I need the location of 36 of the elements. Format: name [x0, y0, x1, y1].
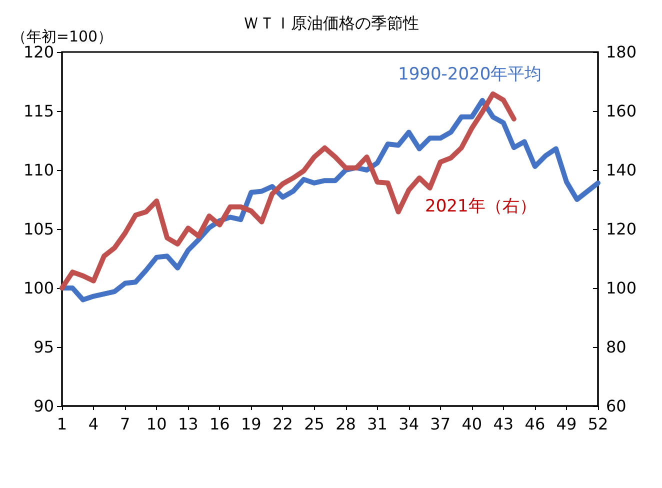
x-tick-label: 4: [88, 414, 99, 434]
chart-title: ＷＴＩ原油価格の季節性: [243, 14, 419, 32]
series-label: 1990-2020年平均: [398, 64, 542, 84]
x-tick-label: 1: [56, 414, 68, 434]
x-tick-label: 37: [430, 414, 451, 434]
x-tick-label: 16: [209, 414, 230, 434]
x-tick-label: 19: [240, 414, 262, 434]
series-label: 2021年（右）: [425, 196, 536, 216]
x-tick-label: 43: [493, 414, 514, 434]
y2-tick-label: 160: [606, 102, 637, 120]
y2-tick-label: 80: [606, 338, 626, 356]
x-tick-label: 52: [588, 414, 608, 434]
x-tick-label: 22: [272, 414, 293, 434]
y2-tick-label: 120: [606, 220, 637, 238]
y-tick-label: 95: [34, 338, 54, 356]
x-tick-label: 25: [304, 414, 324, 434]
y2-tick-label: 140: [606, 160, 637, 180]
x-tick-label: 7: [120, 414, 130, 434]
y-tick-label: 110: [23, 160, 54, 180]
y2-tick-label: 100: [606, 278, 637, 298]
x-tick-label: 28: [336, 414, 356, 434]
y2-tick-label: 60: [606, 396, 626, 416]
y-tick-label: 115: [23, 102, 54, 120]
x-tick-label: 49: [556, 414, 577, 434]
y-tick-label: 120: [23, 42, 54, 62]
y-tick-label: 90: [34, 396, 54, 416]
x-tick-label: 13: [178, 414, 198, 434]
y2-tick-label: 180: [606, 42, 637, 62]
x-tick-label: 40: [462, 414, 482, 434]
x-tick-label: 34: [398, 414, 420, 434]
y-tick-label: 105: [23, 220, 54, 238]
x-tick-label: 31: [367, 414, 388, 434]
x-tick-label: 10: [146, 414, 167, 434]
y-axis-title: （年初=100）: [11, 28, 113, 46]
y-tick-label: 100: [23, 278, 54, 298]
x-tick-label: 46: [524, 414, 546, 434]
